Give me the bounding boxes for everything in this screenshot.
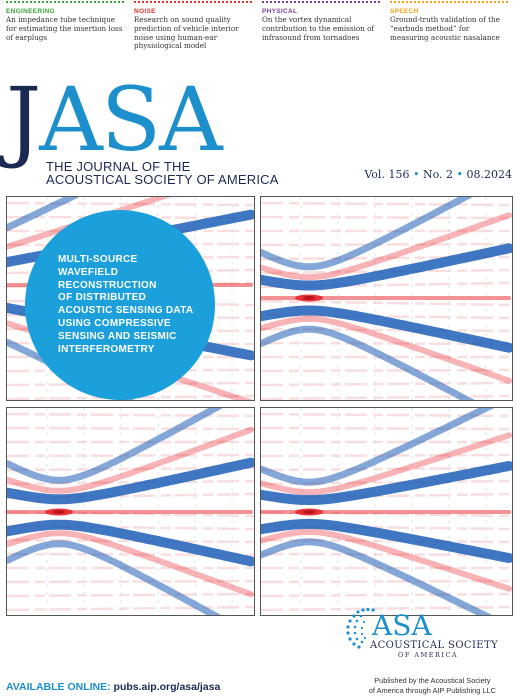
feature-title-line: INTERFEROMETRY (58, 343, 155, 355)
feature-title-line: ACOUSTIC SENSING DATA (58, 305, 194, 317)
topic-divider (262, 1, 380, 3)
topic-column[interactable]: NOISE Research on sound quality predictio… (134, 0, 252, 51)
available-online: AVAILABLE ONLINE: pubs.aip.org/asa/jasa (6, 681, 220, 693)
journal-url-link[interactable]: pubs.aip.org/asa/jasa (113, 681, 221, 693)
topic-column[interactable]: ENGINEERING An impedance tube technique f… (6, 0, 124, 42)
issue-date: 08.2024 (466, 168, 513, 181)
wavefield-image (261, 408, 512, 615)
available-label: AVAILABLE ONLINE: (6, 681, 111, 693)
topic-divider (390, 1, 508, 3)
publisher-line2: of America through AIP Publishing LLC (368, 685, 496, 695)
wavefield-panel-top-right (260, 196, 513, 401)
feature-title-line: OF DISTRIBUTED (58, 292, 147, 304)
topic-column[interactable]: SPEECH Ground-truth validation of the “ea… (390, 0, 508, 42)
topic-headline: Ground-truth validation of the “earbuds … (390, 15, 500, 42)
feature-title-line: USING COMPRESSIVE (58, 317, 171, 329)
topic-divider (134, 1, 252, 3)
topic-divider (6, 1, 124, 3)
separator-dot: • (456, 168, 464, 181)
volume-number: Vol. 156 (364, 168, 410, 181)
separator-dot: • (412, 168, 420, 181)
publisher-line1: Published by the Acoustical Society (374, 676, 491, 685)
jasa-logo: JASA (6, 76, 223, 164)
issue-number: No. 2 (422, 168, 453, 181)
topic-headline: An impedance tube technique for estimati… (6, 15, 123, 42)
asa-logo-society: ACOUSTICAL SOCIETY (370, 640, 499, 651)
journal-title: THE JOURNAL OF THE ACOUSTICAL SOCIETY OF… (46, 160, 279, 186)
feature-article-title: MULTI-SOURCE WAVEFIELD RECONSTRUCTION OF… (58, 254, 208, 356)
journal-title-line1: THE JOURNAL OF THE (46, 159, 191, 174)
feature-title-line: RECONSTRUCTION (58, 279, 157, 291)
topic-headline: On the vortex dynamical contribution to … (262, 15, 375, 42)
feature-circle (25, 210, 215, 400)
logo-letters-asa: ASA (39, 68, 222, 171)
wavefield-image (261, 197, 512, 400)
topic-column[interactable]: PHYSICAL On the vortex dynamical contribu… (262, 0, 380, 42)
topic-category: PHYSICAL (262, 8, 298, 15)
wavefield-panel-bottom-right (260, 407, 513, 616)
wavefield-image (7, 408, 254, 615)
logo-letter-j: J (6, 68, 41, 171)
volume-info: Vol. 156 • No. 2 • 08.2024 (364, 168, 512, 181)
feature-title-line: WAVEFIELD (58, 266, 119, 278)
journal-title-line2: ACOUSTICAL SOCIETY OF AMERICA (46, 172, 279, 187)
wavefield-panel-bottom-left (6, 407, 255, 616)
feature-title-line: MULTI-SOURCE (58, 254, 138, 265)
asa-logo-word: ASA (372, 609, 432, 642)
topic-category: NOISE (134, 8, 156, 15)
feature-title-line: SENSING AND SEISMIC (58, 330, 177, 342)
publisher-note: Published by the Acoustical Society of A… (369, 676, 496, 695)
asa-logo-america: OF AMERICA (398, 651, 459, 659)
topic-category: SPEECH (390, 8, 419, 15)
asa-wave-logo-icon (346, 607, 375, 649)
topic-category: ENGINEERING (6, 8, 55, 15)
topic-headline: Research on sound quality prediction of … (134, 15, 239, 51)
